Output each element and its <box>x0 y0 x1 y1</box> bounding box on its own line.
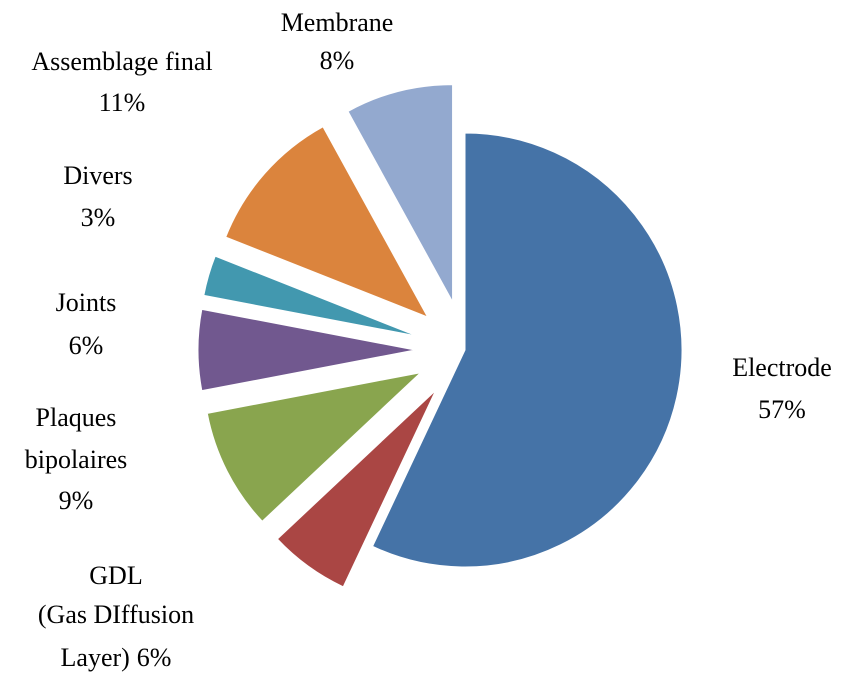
pie-slice <box>197 308 416 392</box>
category-label-line: Membrane <box>281 8 394 37</box>
value-label: 6% <box>137 643 172 672</box>
category-label: GDL (Gas DIffusion Layer) <box>38 561 194 672</box>
category-label-line: GDL <box>89 561 142 590</box>
category-label-line: Layer) <box>61 643 130 672</box>
category-label-line: (Gas DIffusion <box>38 600 194 629</box>
pie-slice <box>371 132 683 568</box>
pie-slice <box>276 390 437 588</box>
category-label-line: Electrode <box>732 353 832 382</box>
category-label: Plaques bipolaires <box>25 403 128 474</box>
category-label: Assemblage final <box>31 47 212 76</box>
category-label-line: Joints <box>56 288 117 317</box>
category-label: Membrane <box>281 8 394 37</box>
pie-slice <box>347 84 454 302</box>
pie-slice <box>203 255 418 337</box>
value-label: 9% <box>59 486 94 515</box>
value-label: 6% <box>69 331 104 360</box>
category-label-line: Plaques <box>36 403 117 432</box>
value-label: 8% <box>320 46 355 75</box>
value-label: 3% <box>81 203 116 232</box>
category-label: Electrode <box>732 353 832 382</box>
value-label: 57% <box>758 395 806 424</box>
category-label-line: bipolaires <box>25 445 128 474</box>
category-label-line: Assemblage final <box>31 47 212 76</box>
value-label: 11% <box>99 88 146 117</box>
category-label: Joints <box>56 288 117 317</box>
category-label: Divers <box>63 161 132 190</box>
pie-slice <box>225 126 429 318</box>
pie-slice <box>206 371 423 522</box>
category-label-line: Divers <box>63 161 132 190</box>
